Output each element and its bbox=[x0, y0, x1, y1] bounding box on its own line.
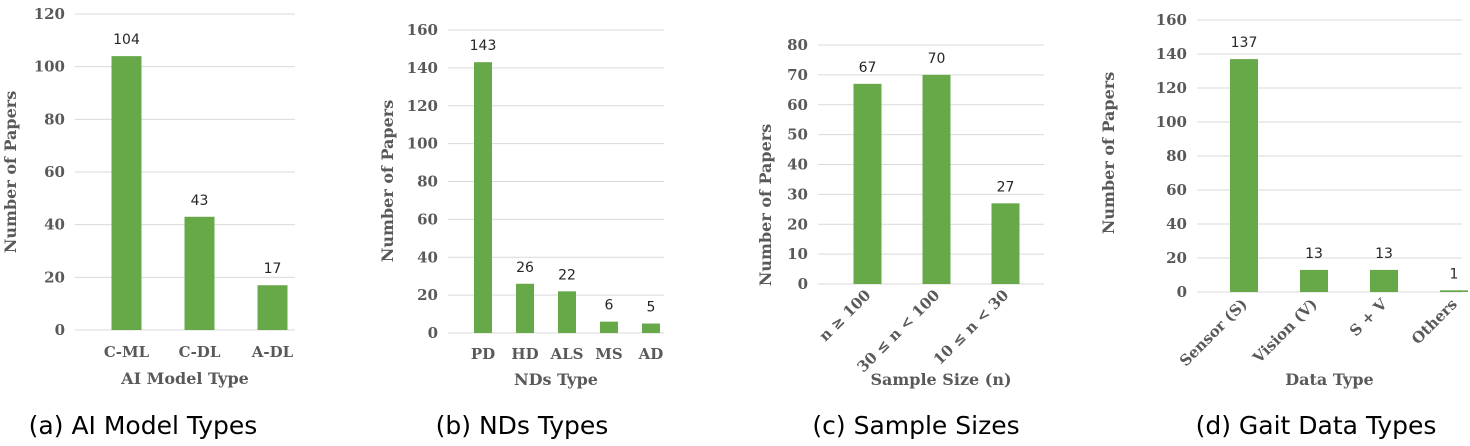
y-axis-title: Number of Papers bbox=[756, 124, 775, 286]
bar-value-label: 104 bbox=[113, 32, 140, 48]
x-tick-label: S + V bbox=[1346, 295, 1391, 340]
y-tick-label: 120 bbox=[407, 97, 438, 115]
bar bbox=[257, 285, 288, 330]
y-tick-label: 100 bbox=[34, 58, 65, 76]
y-tick-label: 80 bbox=[1166, 147, 1187, 165]
y-tick-label: 20 bbox=[44, 268, 65, 286]
bar-value-label: 137 bbox=[1231, 35, 1258, 51]
y-tick-label: 0 bbox=[1177, 283, 1187, 301]
y-tick-label: 30 bbox=[787, 185, 808, 203]
y-tick-label: 40 bbox=[787, 156, 808, 174]
bar bbox=[922, 74, 951, 284]
bar-value-label: 67 bbox=[859, 60, 877, 76]
bar bbox=[111, 56, 142, 331]
y-tick-label: 140 bbox=[407, 59, 438, 77]
x-tick-label: ALS bbox=[549, 345, 583, 363]
bar-value-label: 6 bbox=[605, 298, 614, 314]
bar bbox=[642, 323, 660, 333]
bar bbox=[558, 291, 576, 333]
bar bbox=[853, 83, 882, 285]
bar bbox=[991, 203, 1020, 284]
bar-value-label: 1 bbox=[1450, 266, 1459, 282]
y-tick-label: 60 bbox=[787, 96, 808, 114]
y-tick-label: 100 bbox=[407, 135, 438, 153]
bar-value-label: 143 bbox=[470, 38, 497, 54]
y-axis-title: Number of Papers bbox=[1, 91, 20, 253]
y-tick-label: 60 bbox=[1166, 181, 1187, 199]
x-tick-label: Vision (V) bbox=[1249, 295, 1321, 367]
bar bbox=[600, 321, 618, 333]
y-tick-label: 40 bbox=[44, 216, 65, 234]
x-axis-title: Data Type bbox=[1285, 370, 1373, 389]
y-tick-label: 50 bbox=[787, 126, 808, 144]
panel-caption: (d) Gait Data Types bbox=[1196, 411, 1437, 440]
x-axis-title: NDs Type bbox=[514, 370, 598, 389]
bar-value-label: 27 bbox=[997, 179, 1015, 195]
x-axis-title: Sample Size (n) bbox=[870, 370, 1011, 389]
y-tick-label: 0 bbox=[798, 275, 808, 293]
bar bbox=[1230, 59, 1258, 292]
x-axis-title: AI Model Type bbox=[120, 369, 249, 388]
x-tick-label: Sensor (S) bbox=[1176, 295, 1251, 370]
bar-value-label: 5 bbox=[647, 300, 656, 316]
panel-caption: (b) NDs Types bbox=[436, 411, 609, 440]
x-tick-label: C-DL bbox=[179, 343, 221, 361]
x-tick-label: AD bbox=[638, 345, 664, 363]
y-tick-label: 20 bbox=[787, 215, 808, 233]
bar-value-label: 22 bbox=[558, 267, 576, 283]
bar bbox=[1440, 290, 1468, 292]
x-tick-label: A-DL bbox=[251, 343, 294, 361]
y-tick-label: 80 bbox=[44, 110, 65, 128]
bar bbox=[184, 216, 215, 330]
panel-caption: (c) Sample Sizes bbox=[812, 411, 1019, 440]
x-tick-label: C-ML bbox=[104, 343, 150, 361]
y-tick-label: 0 bbox=[55, 321, 65, 339]
y-tick-label: 60 bbox=[417, 210, 438, 228]
y-tick-label: 160 bbox=[407, 21, 438, 39]
chart-panel-4: 0 20 40 60 80 100 120 140 160 137 Sensor (S) 13 Visi… bbox=[1099, 11, 1468, 440]
bar-value-label: 70 bbox=[928, 51, 946, 67]
x-tick-label: HD bbox=[511, 345, 538, 363]
bar-value-label: 13 bbox=[1375, 246, 1393, 262]
bar bbox=[516, 283, 534, 333]
x-tick-label: PD bbox=[471, 345, 495, 363]
y-tick-label: 120 bbox=[1156, 79, 1187, 97]
x-tick-label: Others bbox=[1408, 295, 1461, 348]
bar-value-label: 17 bbox=[264, 261, 282, 277]
bar bbox=[1370, 269, 1398, 292]
chart-panel-2: 0 20 40 60 80 100 120 140 160 143 PD 26 HD 22 ALS 6 MS 5 A… bbox=[378, 21, 664, 440]
bar bbox=[1300, 269, 1328, 292]
y-axis-title: Number of Papers bbox=[1099, 72, 1118, 234]
y-tick-label: 140 bbox=[1156, 45, 1187, 63]
y-tick-label: 70 bbox=[787, 66, 808, 84]
panel-caption: (a) AI Model Types bbox=[29, 411, 258, 440]
y-tick-label: 60 bbox=[44, 163, 65, 181]
y-tick-label: 40 bbox=[1166, 215, 1187, 233]
bar-value-label: 13 bbox=[1305, 246, 1323, 262]
y-tick-label: 160 bbox=[1156, 11, 1187, 29]
y-tick-label: 120 bbox=[34, 5, 65, 23]
y-axis-title: Number of Papers bbox=[378, 100, 397, 262]
y-tick-label: 80 bbox=[417, 173, 438, 191]
y-tick-label: 40 bbox=[417, 248, 438, 266]
y-tick-label: 20 bbox=[1166, 249, 1187, 267]
x-tick-label: n ≥ 100 bbox=[815, 286, 874, 345]
y-tick-label: 80 bbox=[787, 36, 808, 54]
bar bbox=[474, 62, 492, 333]
y-tick-label: 100 bbox=[1156, 113, 1187, 131]
x-tick-label: MS bbox=[595, 345, 622, 363]
y-tick-label: 10 bbox=[787, 245, 808, 263]
bar-value-label: 26 bbox=[516, 260, 534, 276]
y-tick-label: 20 bbox=[417, 286, 438, 304]
bar-value-label: 43 bbox=[191, 193, 209, 209]
y-tick-label: 0 bbox=[428, 324, 438, 342]
